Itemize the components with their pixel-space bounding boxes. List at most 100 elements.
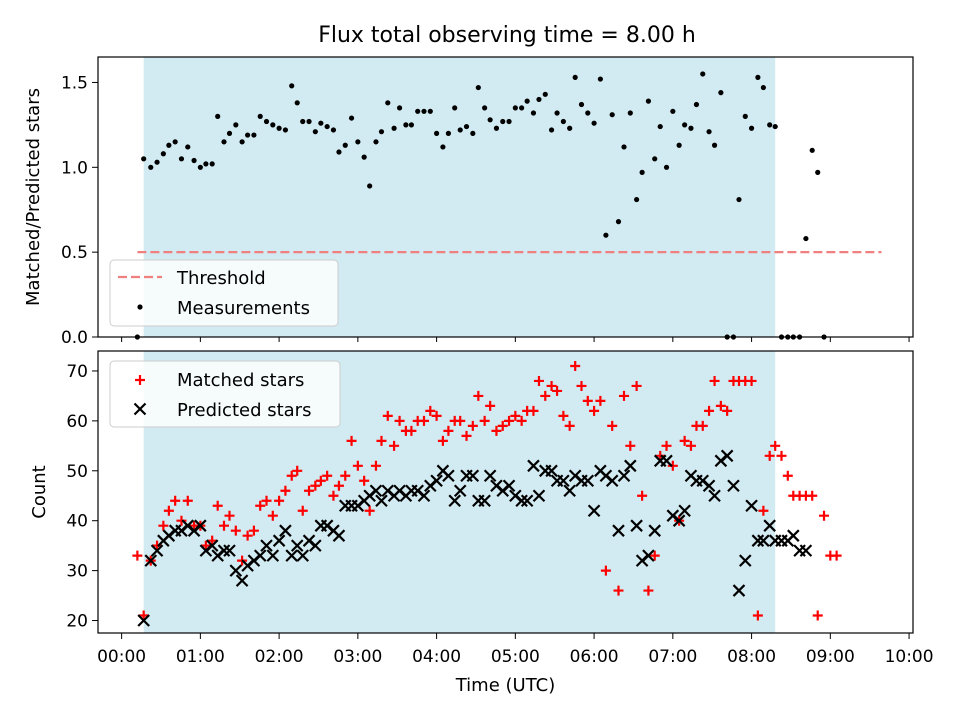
measurement-point	[585, 110, 591, 116]
matched-star-point	[540, 390, 551, 401]
matched-star-point	[704, 405, 715, 416]
legend-box	[109, 360, 341, 428]
matched-star-point	[776, 450, 787, 461]
matched-star-point	[297, 505, 308, 516]
predicted-star-point	[545, 464, 558, 478]
measurement-point	[682, 122, 688, 128]
predicted-star-point	[757, 534, 770, 547]
predicted-star-point	[557, 474, 570, 488]
measurement-point	[396, 105, 403, 111]
measurement-point	[433, 130, 440, 136]
measurement-point	[226, 130, 233, 136]
matched-star-point	[394, 415, 405, 426]
matched-star-point	[328, 490, 339, 501]
measurement-point	[452, 105, 458, 111]
matched-star-point	[419, 415, 429, 426]
matched-star-point	[625, 440, 636, 451]
measurement-point	[391, 125, 397, 131]
matched-star-point	[218, 520, 229, 531]
measurement-point	[609, 112, 615, 118]
predicted-star-point	[332, 529, 346, 542]
matched-star-point	[176, 515, 187, 526]
predicted-star-point	[515, 494, 528, 508]
predicted-star-point	[732, 584, 746, 597]
measurement-point	[427, 108, 433, 114]
measurement-point	[736, 196, 742, 203]
measurement-point	[615, 219, 622, 225]
predicted-star-point	[787, 529, 800, 542]
predicted-star-point	[442, 469, 455, 483]
matched-star-point	[224, 510, 235, 521]
matched-star-point	[261, 495, 272, 506]
matched-star-point	[589, 405, 600, 416]
measurement-point	[185, 144, 191, 150]
x-tick-label: 08:00	[727, 647, 776, 667]
matched-star-point	[280, 485, 291, 496]
x-tick-label: 05:00	[491, 647, 540, 667]
predicted-star-point	[587, 504, 601, 517]
matched-star-point	[479, 415, 490, 426]
measurement-point	[500, 118, 506, 125]
matched-star-point	[491, 425, 502, 436]
measurement-point	[718, 90, 724, 96]
predicted-star-point	[605, 474, 619, 488]
measurement-point	[572, 74, 578, 80]
measurement-point	[330, 127, 337, 133]
matched-star-point	[564, 420, 575, 431]
matched-star-point	[533, 375, 544, 386]
x-tick-label: 01:00	[176, 647, 225, 667]
bottom-axes-frame	[97, 350, 914, 634]
y-tick-label: 1.5	[61, 73, 88, 93]
predicted-star-point	[672, 514, 686, 527]
measurement-point	[373, 139, 379, 145]
y-tick-label: 20	[66, 612, 88, 632]
top-panel: 0.0 0.5 1.0 1.5 Matched/Predicted stars Thr…	[23, 56, 914, 348]
predicted-star-point	[235, 574, 249, 587]
x-tick-label: 02:00	[255, 647, 304, 667]
predicted-star-point	[375, 494, 388, 508]
measurement-point	[482, 105, 488, 111]
y-tick-label: 1.0	[61, 158, 88, 178]
matched-star-point	[709, 375, 720, 386]
matched-star-point	[546, 380, 557, 391]
measurement-point	[676, 142, 682, 148]
matched-star-point	[497, 420, 508, 431]
measurement-point	[191, 157, 197, 164]
predicted-star-point	[229, 564, 243, 577]
legend-predicted-label: Predicted stars	[177, 400, 311, 421]
matched-star-point	[607, 420, 618, 431]
predicted-stars-points	[137, 449, 813, 627]
measurement-point	[294, 100, 300, 106]
predicted-star-point	[260, 539, 273, 552]
measurement-point	[166, 142, 172, 148]
predicted-star-point	[527, 459, 540, 473]
measurement-point	[536, 96, 542, 103]
predicted-star-point	[466, 469, 480, 483]
predicted-star-point	[417, 489, 431, 503]
top-y-ticks: 0.0 0.5 1.0 1.5	[61, 73, 98, 348]
measurement-point	[487, 117, 493, 123]
predicted-star-point	[285, 549, 298, 562]
predicted-star-point	[678, 504, 691, 517]
matched-star-point	[485, 400, 496, 411]
matched-star-point	[152, 540, 163, 551]
predicted-star-point	[708, 489, 721, 503]
matched-star-point	[831, 550, 842, 561]
measurement-point	[652, 156, 658, 162]
matched-star-point	[242, 530, 253, 541]
measurement-point	[172, 139, 178, 145]
measurement-point	[336, 149, 342, 155]
matched-star-point	[359, 475, 370, 486]
y-tick-label: 0.5	[61, 243, 88, 263]
matched-star-point	[346, 435, 357, 446]
matched-star-point	[431, 410, 442, 421]
matched-star-point	[286, 470, 297, 481]
x-tick-label: 07:00	[648, 647, 697, 667]
predicted-star-point	[642, 549, 655, 562]
measurement-point	[233, 122, 239, 128]
predicted-star-point	[648, 524, 661, 537]
predicted-star-point	[502, 479, 516, 493]
measurement-point	[803, 235, 809, 242]
measurement-point	[245, 132, 251, 138]
